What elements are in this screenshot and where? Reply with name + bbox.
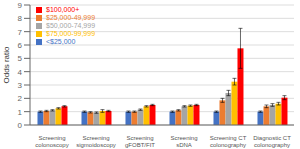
html-text:$100,000+: $100,000+ xyxy=(46,6,80,13)
svg-text:0: 0 xyxy=(18,121,23,130)
svg-text:ScreeningsDNA: ScreeningsDNA xyxy=(170,135,197,148)
html-text:$50,000-74,999: $50,000-74,999 xyxy=(46,22,95,29)
html-text:<$25,000: <$25,000 xyxy=(46,38,76,45)
svg-text:8: 8 xyxy=(18,14,23,23)
svg-text:5: 5 xyxy=(18,54,23,63)
html-text:$75,000-99,999: $75,000-99,999 xyxy=(46,30,95,37)
svg-text:Screeningcolonoscopy: Screeningcolonoscopy xyxy=(35,135,68,148)
svg-text:Screening CTcolonography: Screening CTcolonography xyxy=(210,135,247,148)
svg-text:Diagnostic CTcolonography: Diagnostic CTcolonography xyxy=(253,135,291,148)
svg-text:1: 1 xyxy=(18,108,23,117)
svg-text:3: 3 xyxy=(18,81,23,90)
svg-text:7: 7 xyxy=(18,28,23,37)
svg-text:4: 4 xyxy=(18,68,23,77)
svg-text:ScreeninggFOBT/FIT: ScreeninggFOBT/FIT xyxy=(125,135,155,148)
svg-text:Odds ratio: Odds ratio xyxy=(8,46,11,83)
svg-text:2: 2 xyxy=(18,94,23,103)
svg-text:Screeningsigmoidoscopy: Screeningsigmoidoscopy xyxy=(76,135,116,148)
svg-text:6: 6 xyxy=(18,41,23,50)
svg-text:9: 9 xyxy=(18,1,23,10)
html-text:$25,000-49,999: $25,000-49,999 xyxy=(46,14,95,21)
